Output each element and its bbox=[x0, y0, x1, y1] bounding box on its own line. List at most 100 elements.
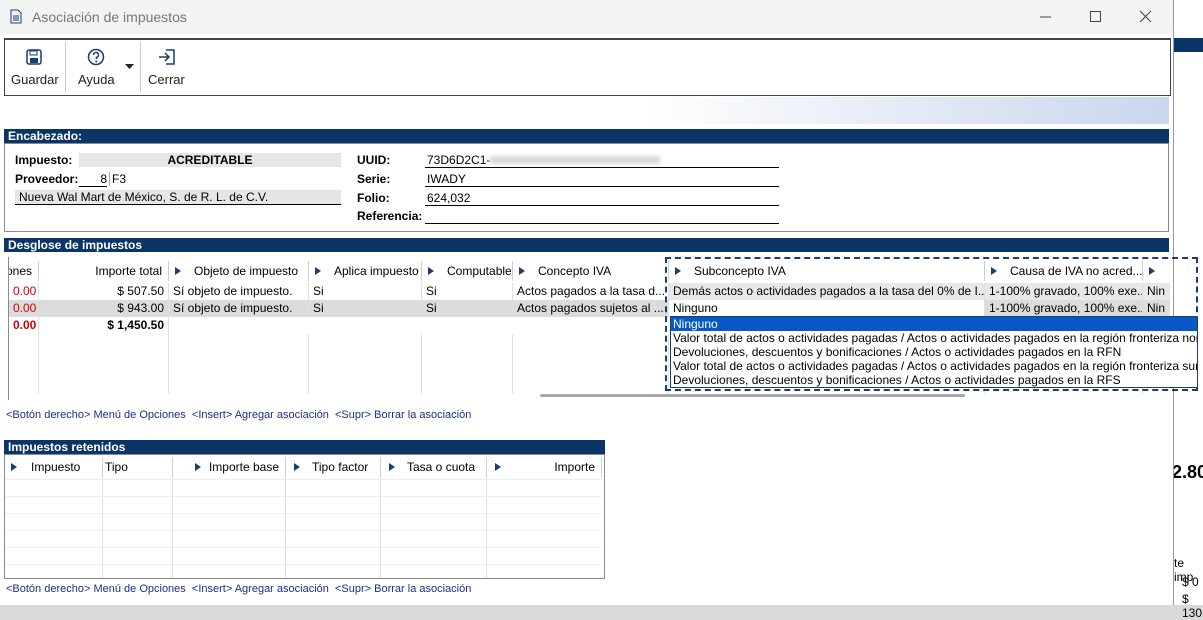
total-cell: $ 1,450.50 bbox=[39, 317, 169, 334]
field-label: Serie: bbox=[357, 172, 391, 186]
header-text: Impuesto bbox=[31, 460, 81, 474]
grid-cell[interactable]: Sí objeto de impuesto. bbox=[169, 300, 309, 317]
grid-cell[interactable]: $ 507.50 bbox=[39, 283, 169, 300]
grid-cell[interactable]: Sí objeto de impuesto. bbox=[169, 283, 309, 300]
background-text: 2.80 bbox=[1172, 462, 1203, 482]
dropdown-option[interactable]: Valor total de actos o actividades pagad… bbox=[673, 331, 1197, 345]
dropdown-list[interactable]: Ninguno Valor total de actos o actividade… bbox=[670, 316, 1198, 388]
header-text: Importe total bbox=[95, 264, 162, 278]
grid-cell[interactable]: 1-100% gravado, 100% exe... bbox=[985, 283, 1143, 300]
grid-cell[interactable]: Actos pagados a la tasa d... bbox=[513, 283, 669, 300]
grid-line bbox=[5, 530, 602, 531]
window-title: Asociación de impuestos bbox=[32, 9, 187, 25]
header-arrow bbox=[495, 463, 501, 471]
total-cell: 0.00 bbox=[9, 317, 39, 334]
field-label: Folio: bbox=[357, 191, 390, 205]
column-header[interactable] bbox=[1143, 261, 1170, 281]
grid-cell[interactable]: Si bbox=[309, 283, 422, 300]
header-text: Computable bbox=[447, 264, 512, 278]
column-header[interactable]: Concepto IVA bbox=[513, 261, 669, 281]
grid-cell[interactable]: Nin bbox=[1143, 300, 1170, 317]
grid-cell[interactable]: 1-100% gravado, 100% exe... bbox=[985, 300, 1143, 317]
header-arrow bbox=[389, 463, 395, 471]
separator bbox=[140, 42, 141, 92]
header-panel: Impuesto: ACREDITABLE Proveedor: 8 F3 Nu… bbox=[4, 143, 1169, 232]
grid-cell[interactable]: Ninguno bbox=[669, 300, 985, 317]
section-header: Encabezado: bbox=[4, 129, 1169, 143]
grid-line bbox=[5, 547, 602, 548]
dropdown-arrow[interactable] bbox=[125, 64, 134, 70]
column-header[interactable]: Subconcepto IVA bbox=[669, 261, 985, 281]
dropdown-option[interactable]: Devoluciones, descuentos y bonificacione… bbox=[673, 345, 1122, 359]
header-text: Importe bbox=[554, 460, 595, 474]
save-icon bbox=[26, 49, 42, 65]
dropdown-option[interactable]: Valor total de actos o actividades pagad… bbox=[673, 359, 1197, 373]
field-label: Proveedor: bbox=[15, 172, 79, 186]
column-header[interactable]: Tipo bbox=[103, 457, 173, 477]
background-text: te imp bbox=[1174, 556, 1194, 584]
field-value: IWADY bbox=[425, 172, 779, 187]
header-text: Concepto IVA bbox=[538, 264, 612, 278]
grid-cell[interactable]: Demás actos o actividades pagados a la t… bbox=[669, 283, 985, 300]
grid-line bbox=[380, 477, 381, 578]
header-text: Importe base bbox=[208, 460, 279, 474]
grid-cell[interactable]: Nin bbox=[1143, 283, 1170, 300]
header-arrow bbox=[195, 463, 201, 471]
toolbar-button[interactable]: Ayuda bbox=[78, 72, 115, 87]
window: Asociación de impuestos Guardar Ayuda Ce… bbox=[0, 0, 1198, 605]
dropdown-option[interactable]: Devoluciones, descuentos y bonificacione… bbox=[673, 373, 1121, 387]
column-header[interactable]: Causa de IVA no acred... bbox=[985, 261, 1143, 281]
field-value: 624,032 bbox=[425, 191, 779, 206]
column-header[interactable]: Objeto de impuesto bbox=[169, 261, 309, 281]
grid-line bbox=[512, 334, 513, 394]
field-label: UUID: bbox=[357, 153, 391, 167]
column-header[interactable]: Tasa o cuota bbox=[381, 457, 487, 477]
separator bbox=[65, 42, 66, 92]
grid-cell[interactable]: Actos pagados sujetos al ... bbox=[513, 300, 669, 317]
dropdown-option[interactable]: Ninguno bbox=[671, 317, 1197, 331]
window-controls[interactable] bbox=[1040, 10, 1160, 24]
grid-line bbox=[486, 477, 487, 578]
background-text: $ 130 bbox=[1182, 592, 1203, 620]
field-value: Nueva Wal Mart de México, S. de R. L. de… bbox=[15, 190, 341, 205]
field-value[interactable] bbox=[425, 209, 779, 224]
header-arrow bbox=[675, 267, 681, 275]
grid-cell[interactable]: Si bbox=[422, 283, 513, 300]
column-header[interactable]: Aplica impuesto bbox=[309, 261, 422, 281]
header-text: ones bbox=[9, 264, 32, 278]
grid-line bbox=[285, 477, 286, 578]
title-bar: Asociación de impuestos bbox=[0, 0, 1173, 34]
field-value: ACREDITABLE bbox=[79, 153, 341, 167]
header-text: Objeto de impuesto bbox=[194, 264, 299, 278]
toolbar-button[interactable]: Guardar bbox=[11, 72, 59, 87]
header-text: Subconcepto IVA bbox=[694, 264, 786, 278]
column-header[interactable]: Importe total bbox=[39, 261, 169, 281]
column-header[interactable]: Importe base bbox=[173, 457, 286, 477]
toolbar-button[interactable]: Cerrar bbox=[148, 72, 185, 87]
column-header[interactable]: Impuesto bbox=[5, 457, 103, 477]
grid-cell[interactable]: Si bbox=[422, 300, 513, 317]
grid-line bbox=[5, 564, 602, 565]
background-text: $ 0 bbox=[1182, 575, 1199, 589]
help-icon bbox=[87, 48, 105, 66]
grid-line bbox=[668, 334, 669, 394]
grid-cell[interactable]: 0.00 bbox=[9, 300, 39, 317]
column-header[interactable]: Computable bbox=[422, 261, 513, 281]
grid-line bbox=[102, 477, 103, 578]
header-arrow bbox=[991, 267, 997, 275]
column-header[interactable]: ones bbox=[9, 261, 39, 281]
column-header[interactable]: Tipo factor bbox=[286, 457, 381, 477]
grid-line bbox=[168, 334, 169, 394]
close-icon bbox=[159, 49, 175, 65]
header-arrow bbox=[11, 463, 17, 471]
grid-cell[interactable]: 0.00 bbox=[9, 283, 39, 300]
scrollbar[interactable] bbox=[540, 394, 965, 397]
grid-cell[interactable]: $ 943.00 bbox=[39, 300, 169, 317]
column-header[interactable]: Importe bbox=[487, 457, 602, 477]
grid-cell[interactable]: Si bbox=[309, 300, 422, 317]
header-arrow bbox=[519, 267, 525, 275]
background-header bbox=[1174, 38, 1203, 52]
retenidos-grid[interactable]: Impuesto Tipo Importe base Tipo factor Tasa … bbox=[4, 454, 605, 579]
header-arrow bbox=[1149, 267, 1155, 275]
